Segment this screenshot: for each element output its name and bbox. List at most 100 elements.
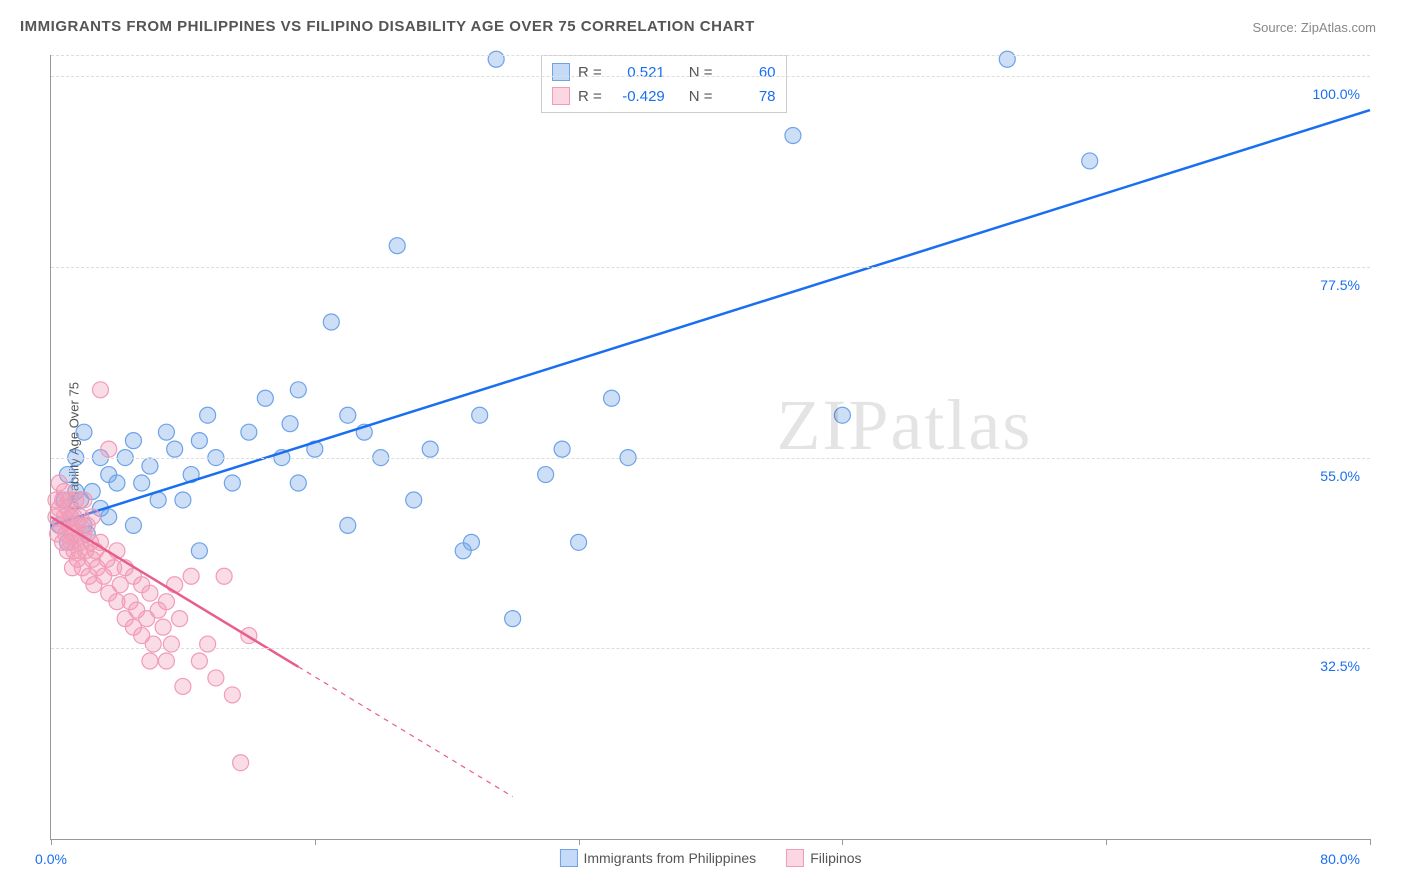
data-point-immigrants bbox=[463, 534, 479, 550]
r-label: R = bbox=[578, 88, 602, 105]
data-point-immigrants bbox=[785, 128, 801, 144]
x-tick bbox=[579, 839, 580, 845]
data-point-immigrants bbox=[999, 51, 1015, 67]
n-label: N = bbox=[689, 64, 713, 81]
gridline bbox=[51, 267, 1370, 268]
data-point-filipinos bbox=[158, 653, 174, 669]
data-point-immigrants bbox=[604, 390, 620, 406]
data-point-immigrants bbox=[282, 416, 298, 432]
data-point-immigrants bbox=[125, 433, 141, 449]
x-tick bbox=[315, 839, 316, 845]
x-tick-label: 0.0% bbox=[35, 851, 67, 867]
data-point-immigrants bbox=[290, 475, 306, 491]
series-legend: Immigrants from Philippines Filipinos bbox=[559, 849, 861, 867]
trend-line-filipinos-dashed bbox=[298, 667, 512, 797]
data-point-immigrants bbox=[406, 492, 422, 508]
data-point-immigrants bbox=[472, 407, 488, 423]
r-value-filipinos: -0.429 bbox=[610, 88, 665, 105]
swatch-filipinos-icon bbox=[786, 849, 804, 867]
data-point-immigrants bbox=[290, 382, 306, 398]
data-point-filipinos bbox=[233, 755, 249, 771]
data-point-immigrants bbox=[340, 407, 356, 423]
data-point-filipinos bbox=[167, 577, 183, 593]
data-point-immigrants bbox=[241, 424, 257, 440]
x-tick bbox=[842, 839, 843, 845]
data-point-filipinos bbox=[191, 653, 207, 669]
y-tick-label: 77.5% bbox=[1320, 277, 1360, 293]
gridline bbox=[51, 76, 1370, 77]
n-label: N = bbox=[689, 88, 713, 105]
data-point-filipinos bbox=[172, 611, 188, 627]
data-point-immigrants bbox=[101, 509, 117, 525]
data-point-immigrants bbox=[134, 475, 150, 491]
swatch-immigrants bbox=[552, 63, 570, 81]
data-point-filipinos bbox=[84, 509, 100, 525]
data-point-filipinos bbox=[183, 568, 199, 584]
data-point-filipinos bbox=[163, 636, 179, 652]
legend-label-immigrants: Immigrants from Philippines bbox=[583, 850, 756, 866]
data-point-immigrants bbox=[422, 441, 438, 457]
y-tick-label: 32.5% bbox=[1320, 658, 1360, 674]
correlation-legend: R = 0.521 N = 60 R = -0.429 N = 78 bbox=[541, 55, 787, 113]
swatch-filipinos bbox=[552, 87, 570, 105]
trend-line-immigrants bbox=[51, 110, 1370, 525]
data-point-immigrants bbox=[1082, 153, 1098, 169]
x-tick bbox=[1370, 839, 1371, 845]
data-point-immigrants bbox=[175, 492, 191, 508]
chart-svg bbox=[51, 55, 1370, 839]
data-point-filipinos bbox=[101, 441, 117, 457]
data-point-filipinos bbox=[142, 585, 158, 601]
legend-item-immigrants: Immigrants from Philippines bbox=[559, 849, 756, 867]
data-point-immigrants bbox=[167, 441, 183, 457]
data-point-immigrants bbox=[191, 433, 207, 449]
source-attribution: Source: ZipAtlas.com bbox=[1252, 20, 1376, 35]
n-value-immigrants: 60 bbox=[721, 64, 776, 81]
data-point-immigrants bbox=[323, 314, 339, 330]
legend-row-filipinos: R = -0.429 N = 78 bbox=[552, 84, 776, 108]
y-tick-label: 55.0% bbox=[1320, 468, 1360, 484]
data-point-immigrants bbox=[571, 534, 587, 550]
data-point-filipinos bbox=[142, 653, 158, 669]
data-point-immigrants bbox=[488, 51, 504, 67]
r-value-immigrants: 0.521 bbox=[610, 64, 665, 81]
data-point-immigrants bbox=[389, 238, 405, 254]
data-point-immigrants bbox=[538, 467, 554, 483]
gridline bbox=[51, 55, 1370, 56]
x-tick bbox=[51, 839, 52, 845]
data-point-immigrants bbox=[834, 407, 850, 423]
data-point-filipinos bbox=[216, 568, 232, 584]
data-point-filipinos bbox=[76, 492, 92, 508]
data-point-immigrants bbox=[142, 458, 158, 474]
data-point-immigrants bbox=[76, 424, 92, 440]
legend-label-filipinos: Filipinos bbox=[810, 850, 861, 866]
data-point-filipinos bbox=[175, 678, 191, 694]
plot-area: ZIPatlas R = 0.521 N = 60 R = -0.429 N =… bbox=[50, 55, 1370, 840]
gridline bbox=[51, 458, 1370, 459]
data-point-filipinos bbox=[224, 687, 240, 703]
x-tick-label: 80.0% bbox=[1320, 851, 1360, 867]
n-value-filipinos: 78 bbox=[721, 88, 776, 105]
gridline bbox=[51, 648, 1370, 649]
data-point-immigrants bbox=[125, 517, 141, 533]
data-point-immigrants bbox=[158, 424, 174, 440]
data-point-filipinos bbox=[158, 594, 174, 610]
data-point-immigrants bbox=[191, 543, 207, 559]
data-point-immigrants bbox=[200, 407, 216, 423]
data-point-filipinos bbox=[155, 619, 171, 635]
y-tick-label: 100.0% bbox=[1313, 86, 1360, 102]
data-point-filipinos bbox=[92, 382, 108, 398]
x-tick bbox=[1106, 839, 1107, 845]
data-point-immigrants bbox=[340, 517, 356, 533]
data-point-immigrants bbox=[109, 475, 125, 491]
r-label: R = bbox=[578, 64, 602, 81]
legend-row-immigrants: R = 0.521 N = 60 bbox=[552, 60, 776, 84]
data-point-filipinos bbox=[145, 636, 161, 652]
chart-title: IMMIGRANTS FROM PHILIPPINES VS FILIPINO … bbox=[20, 18, 755, 35]
swatch-immigrants-icon bbox=[559, 849, 577, 867]
data-point-immigrants bbox=[505, 611, 521, 627]
data-point-filipinos bbox=[208, 670, 224, 686]
data-point-filipinos bbox=[200, 636, 216, 652]
legend-item-filipinos: Filipinos bbox=[786, 849, 861, 867]
data-point-immigrants bbox=[554, 441, 570, 457]
data-point-immigrants bbox=[224, 475, 240, 491]
